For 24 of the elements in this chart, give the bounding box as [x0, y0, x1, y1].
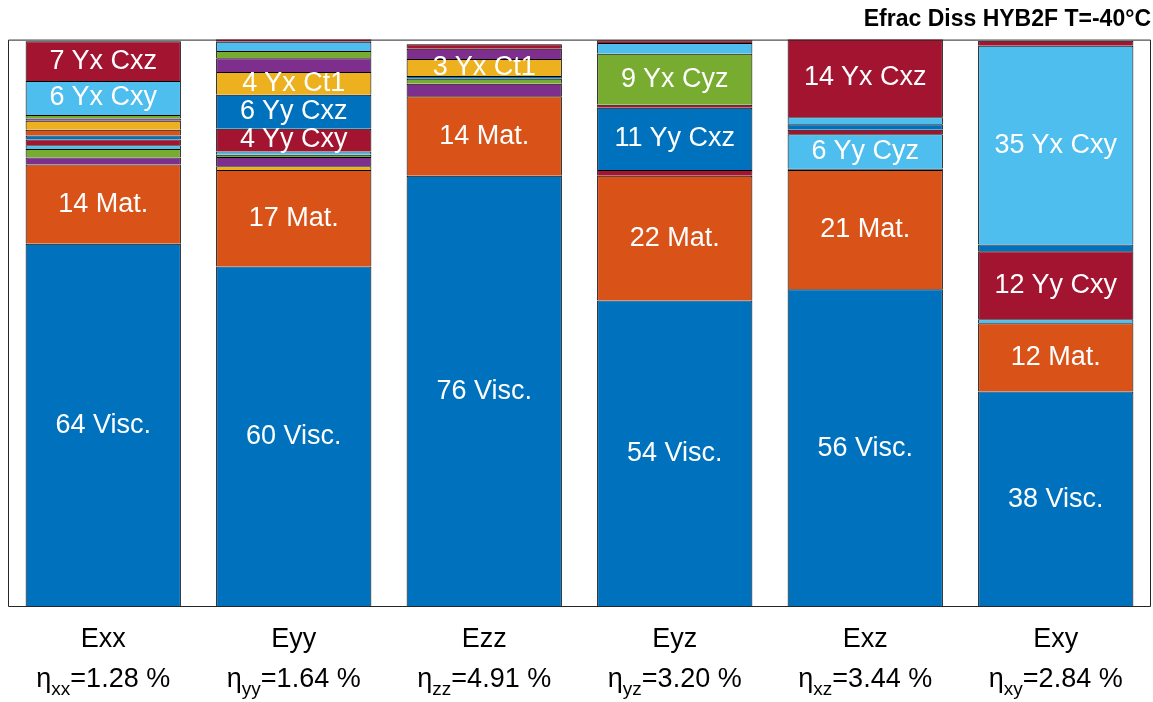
data-label: 12 Mat. — [1010, 340, 1101, 371]
data-label: 6 Yy Cyz — [811, 134, 920, 165]
data-label: 11 Yy Cxz — [614, 122, 736, 153]
data-label: 6 Yy Cxz — [239, 95, 348, 126]
data-label: 7 Yx Cxz — [49, 44, 158, 75]
data-label: 38 Visc. — [1007, 482, 1104, 513]
data-label: 12 Yy Cxy — [994, 268, 1118, 299]
data-label: 9 Yx Cyz — [620, 62, 729, 93]
data-label: 14 Mat. — [439, 119, 530, 150]
data-label: 17 Mat. — [248, 201, 339, 232]
data-label: 3 Yx Ct1 — [432, 50, 536, 81]
data-label: 64 Visc. — [55, 408, 152, 439]
data-label: 22 Mat. — [629, 221, 720, 252]
data-label: 4 Yx Ct1 — [242, 66, 346, 97]
data-label: 35 Yx Cxy — [994, 128, 1118, 159]
data-label: 76 Visc. — [436, 374, 533, 405]
data-label: 60 Visc. — [245, 420, 342, 451]
data-label: 56 Visc. — [817, 431, 914, 462]
data-label: 54 Visc. — [626, 437, 723, 468]
data-label: 14 Mat. — [58, 187, 149, 218]
chart-title: Efrac Diss HYB2F T=-40°C — [863, 5, 1151, 32]
data-label: 21 Mat. — [820, 213, 911, 244]
data-label: 14 Yx Cxz — [803, 61, 927, 92]
data-label: 6 Yx Cxy — [49, 81, 158, 112]
